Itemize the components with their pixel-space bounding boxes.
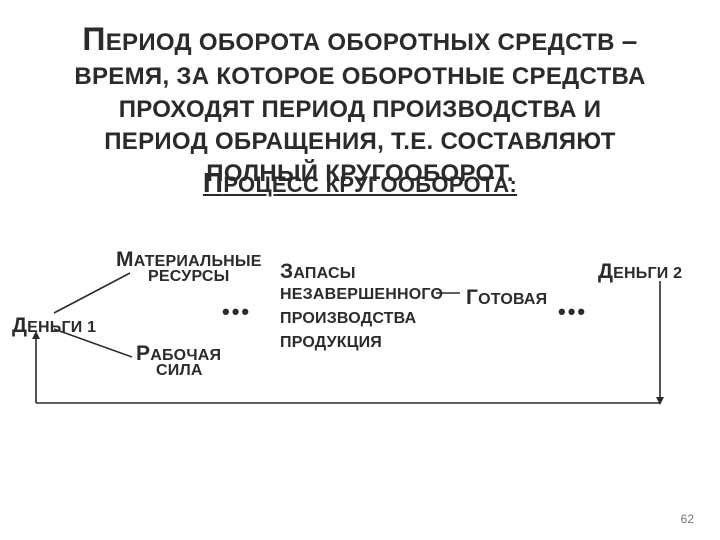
heading-line-2: ВРЕМЯ, ЗА КОТОРОЕ ОБОРОТНЫЕ СРЕДСТВА [24,61,696,93]
node-labor-l2: СИЛА [156,361,203,381]
dots-2: ••• [558,299,587,325]
node-money2-rest: ЕНЬГИ 2 [613,265,682,282]
node-materials-l2: РЕСУРСЫ [148,267,230,287]
node-money2: ДЕНЬГИ 2 [598,259,682,285]
heading-line-3: ПРОХОДЯТ ПЕРИОД ПРОИЗВОДСТВА И [24,94,696,126]
node-wip-l2: НЕЗАВЕРШЕННОГО [280,285,443,305]
node-wip-l3: ПРОИЗВОДСТВА [280,309,416,329]
heading-term-first-char: П [82,21,105,57]
node-finished-first-char: Г [466,286,478,309]
cycle-diagram: ДЕНЬГИ 1 МАТЕРИАЛЬНЫЕ РЕСУРСЫ РАБОЧАЯ СИ… [0,229,720,489]
node-wip-rest: АПАСЫ [293,265,355,282]
node-wip-l1: ЗАПАСЫ [280,259,356,285]
heading-line-4: ПЕРИОД ОБРАЩЕНИЯ, Т.Е. СОСТАВЛЯЮТ [24,126,696,158]
node-money2-first-char: Д [598,260,613,283]
node-product: ПРОДУКЦИЯ [280,333,382,353]
node-finished-rest: ОТОВАЯ [478,291,547,308]
process-title-rest: РОЦЕСС КРУГООБОРОТА: [223,172,517,197]
node-wip-first-char: З [280,260,293,283]
dots-1: ••• [222,299,251,325]
arrow-segment [54,273,130,313]
process-title-first-char: П [203,167,223,198]
heading-dash: – [622,25,638,56]
node-money1-first-char: Д [12,314,27,337]
heading-term: ПЕРИОД ОБОРОТА ОБОРОТНЫХ СРЕДСТВ [82,29,614,56]
process-title: ПРОЦЕСС КРУГООБОРОТА: [0,167,720,199]
node-money1-rest: ЕНЬГИ 1 [27,319,96,336]
page-number: 62 [681,512,694,526]
heading-block: ПЕРИОД ОБОРОТА ОБОРОТНЫХ СРЕДСТВ – ВРЕМЯ… [0,0,720,191]
node-money1: ДЕНЬГИ 1 [12,313,96,339]
node-materials-first-char: М [116,248,134,271]
heading-term-rest: ЕРИОД ОБОРОТА ОБОРОТНЫХ СРЕДСТВ [106,29,615,56]
node-finished: ГОТОВАЯ [466,285,547,311]
heading-line-1: ПЕРИОД ОБОРОТА ОБОРОТНЫХ СРЕДСТВ – [24,18,696,61]
node-labor-first-char: Р [136,342,150,365]
